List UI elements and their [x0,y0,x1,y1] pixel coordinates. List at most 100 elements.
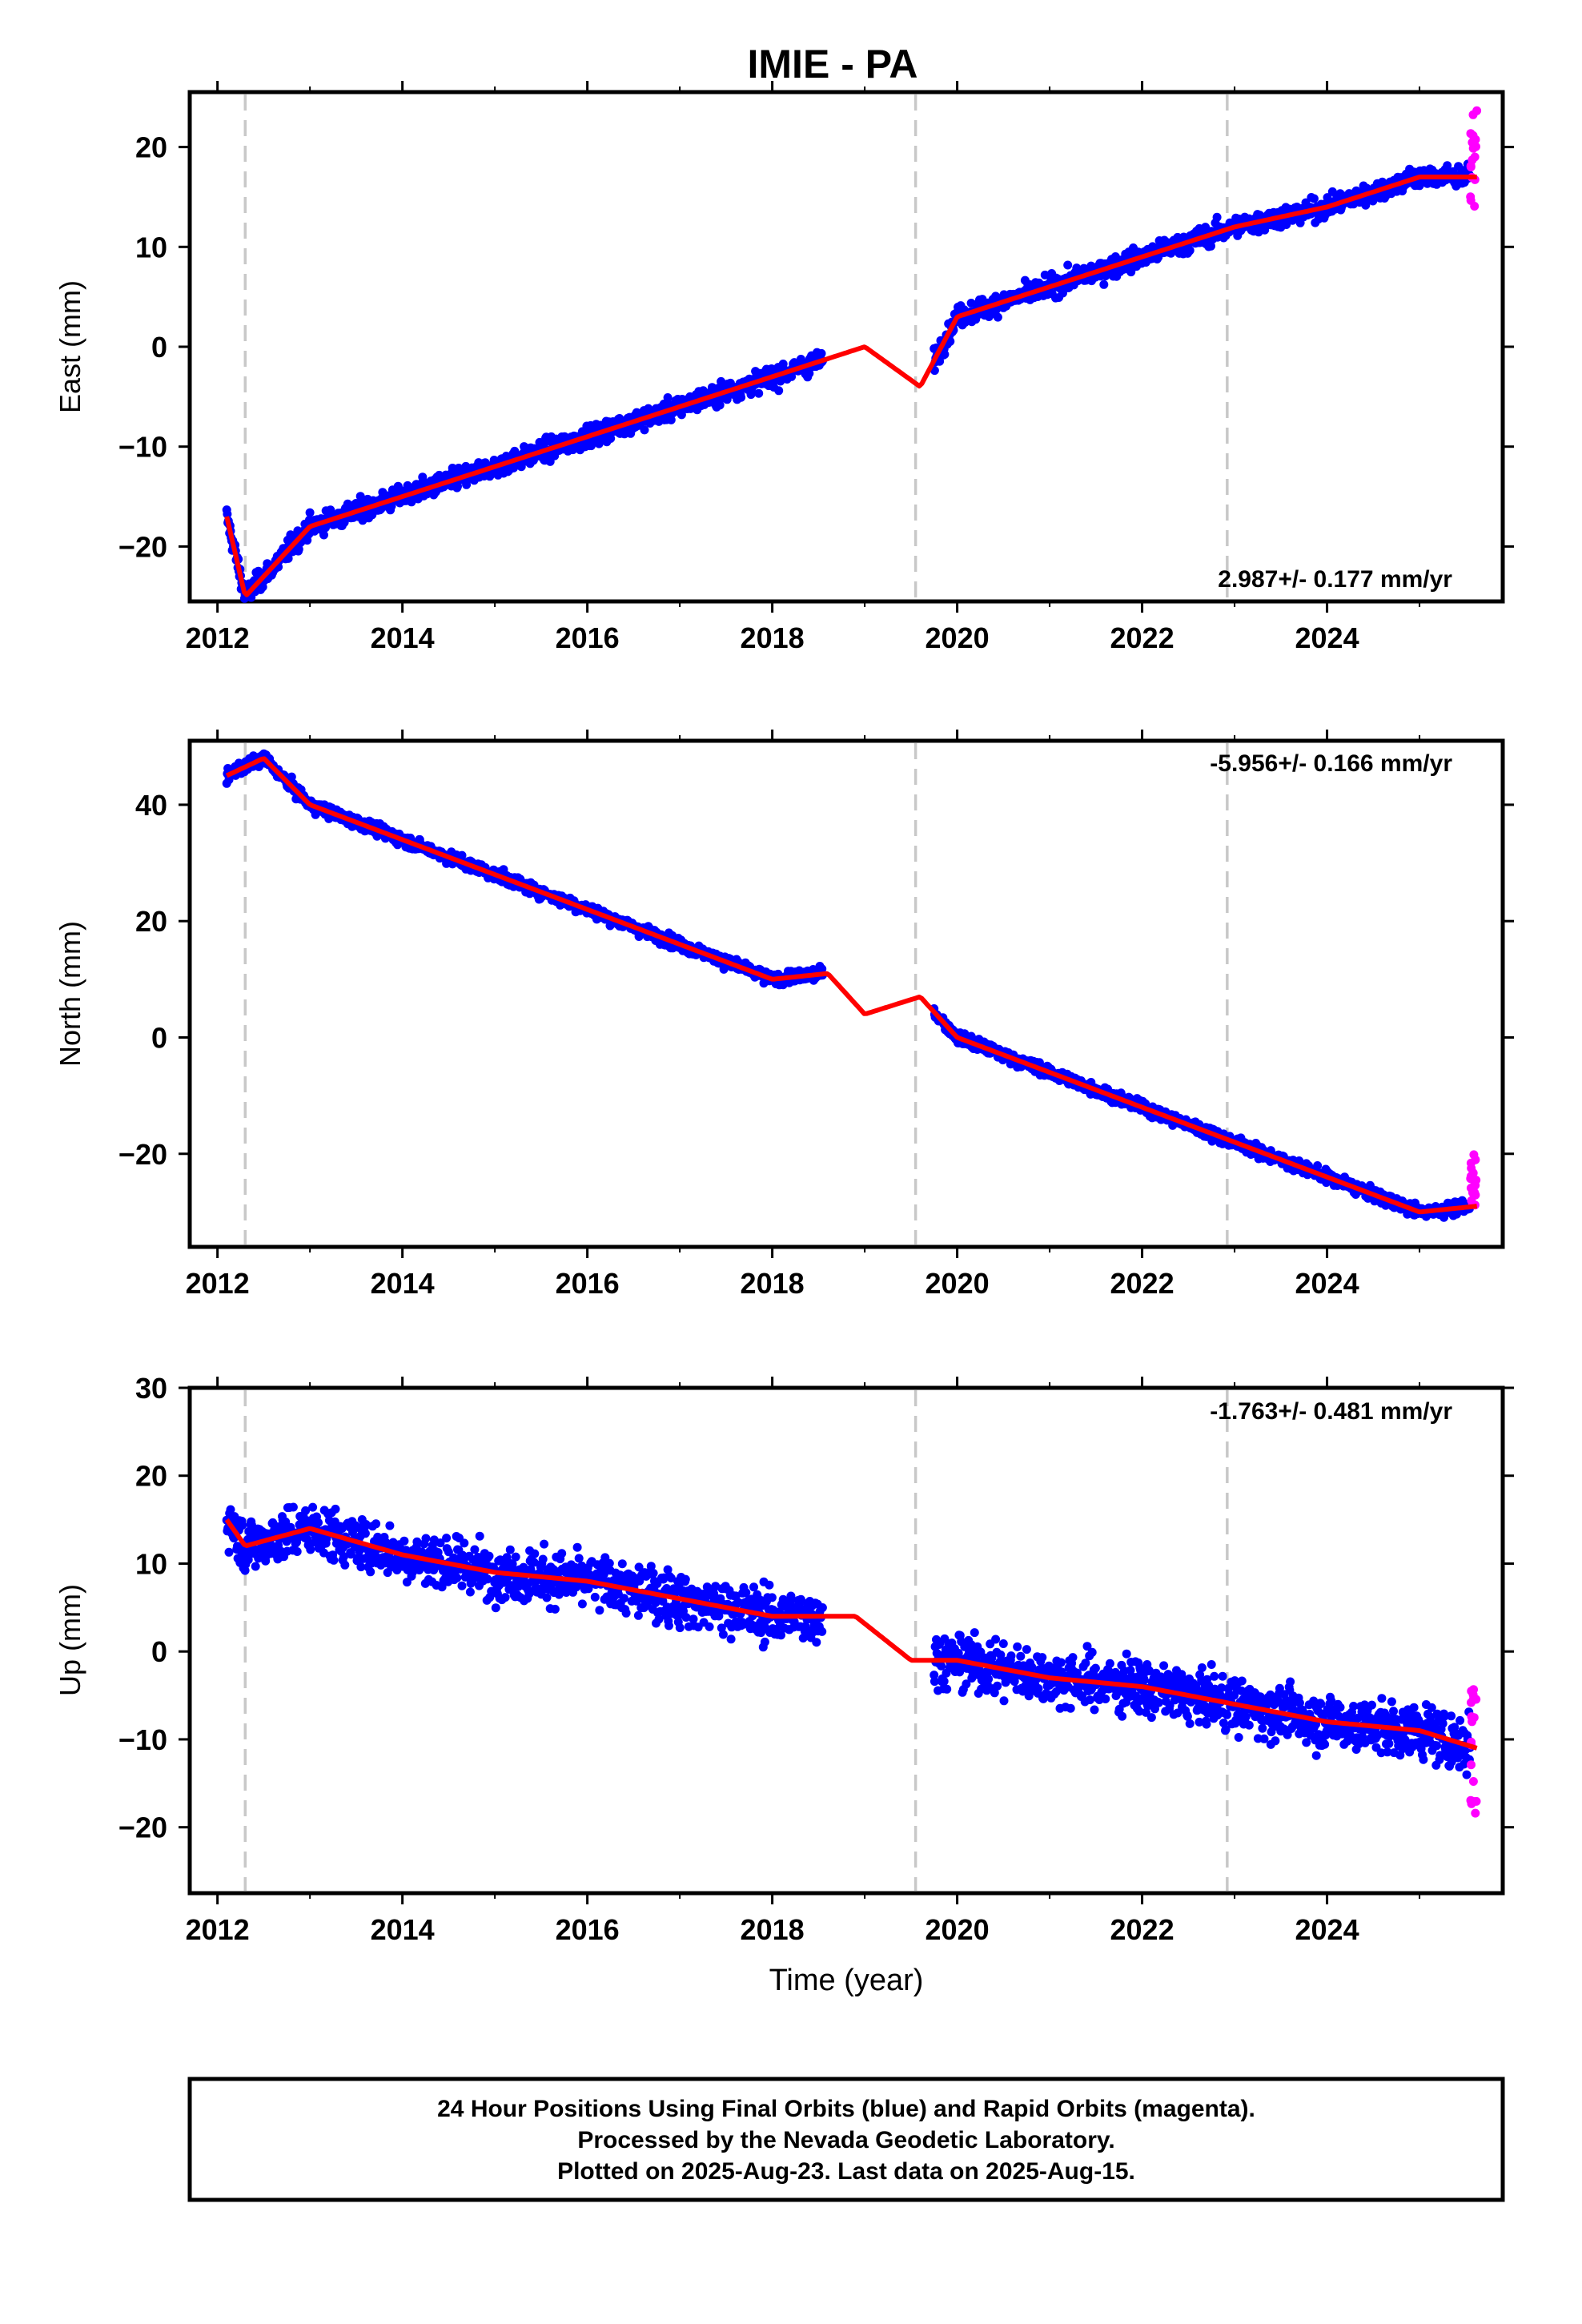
east-final-point [663,393,673,402]
up-final-point [500,1593,510,1602]
up-final-point [306,1545,315,1554]
east-event-lines [243,94,1229,599]
east-x-tick-label: 2018 [741,621,805,654]
north-x-tick-label: 2012 [186,1267,250,1300]
east-final-point [774,386,784,396]
up-final-point [360,1529,370,1538]
up-final-point [442,1534,452,1543]
east-x-tick-label: 2022 [1110,621,1174,654]
up-panel: 2012 2014 2016 2018 2020 2022 2024−20−10010203… [54,1372,1514,1946]
east-x-tick-label: 2014 [371,621,435,654]
east-final-point [1063,260,1073,270]
up-final-point [595,1606,604,1615]
north-x-tick-label: 2014 [371,1267,435,1300]
up-final-point [340,1560,350,1570]
north-x-tick-label: 2024 [1295,1267,1359,1300]
east-final-point [1282,220,1291,229]
north-x-tick-label: 2020 [926,1267,990,1300]
up-final-point [457,1581,467,1590]
north-model-fit [225,756,1478,1215]
up-final-point [465,1587,475,1597]
up-final-point [292,1547,302,1556]
up-event-lines [243,1390,1229,1891]
north-x-tick-label: 2022 [1110,1267,1174,1300]
up-final-point [452,1573,462,1582]
north-rapid-point [1468,1188,1477,1197]
north-y-tick-label: 0 [151,1021,167,1054]
up-final-point [238,1521,247,1530]
up-final-point [371,1519,381,1529]
up-final-point [251,1562,260,1571]
east-final-point [355,492,365,501]
up-final-point [366,1567,375,1577]
east-rapid-point [1468,155,1477,165]
up-final-point [538,1554,548,1564]
east-rapid-orbit-points [1466,106,1482,211]
east-final-point [305,508,315,517]
east-y-tick-label: 0 [151,331,167,364]
up-final-point [557,1549,567,1558]
east-final-point [1099,279,1109,289]
up-final-point [421,1534,431,1543]
east-final-point [817,348,826,358]
up-final-orbit-points [222,1502,1475,1779]
up-final-point [329,1555,339,1565]
chart-title: IMIE - PA [748,42,918,86]
east-final-point [1207,241,1215,251]
east-final-point [223,509,232,519]
east-x-tick-label: 2020 [926,621,990,654]
east-final-point [1212,212,1222,222]
up-final-point [308,1502,318,1512]
east-rapid-point [1472,142,1480,151]
east-y-tick-label: 20 [135,131,167,164]
east-rapid-point [1470,202,1480,211]
east-final-point [640,425,649,435]
north-y-tick-label: 20 [135,905,167,938]
up-final-point [550,1604,560,1614]
east-rate-label: 2.987+/- 0.177 mm/yr [1218,566,1452,593]
up-final-point [540,1539,549,1549]
east-plot-frame [187,90,1505,604]
up-final-point [400,1536,409,1546]
north-fit-line [225,756,1478,1215]
east-panel: 2012 2014 2016 2018 2020 2022 2024−20−1001020 … [54,81,1514,654]
up-final-point [619,1594,628,1603]
up-final-point [288,1502,298,1512]
north-x-tick-label: 2018 [741,1267,805,1300]
east-x-tick-label: 2016 [556,621,620,654]
up-final-point [542,1593,552,1602]
up-plot-frame [187,1385,1505,1896]
east-final-point [594,439,604,448]
north-event-lines [243,743,1229,1244]
east-y-tick-label: −10 [118,431,167,464]
up-final-point [577,1599,587,1609]
up-final-point [470,1545,480,1554]
north-x-tick-label: 2016 [556,1267,620,1300]
up-final-point [633,1610,643,1620]
east-final-point [940,350,950,359]
east-final-point [993,312,1002,322]
east-final-point [606,434,616,443]
east-final-point [1185,246,1195,255]
up-final-point [475,1531,484,1541]
east-final-point [754,388,764,398]
east-final-point [319,530,328,540]
up-final-point [314,1518,323,1527]
up-final-point [621,1608,631,1618]
up-final-point [574,1554,584,1563]
up-final-point [505,1545,515,1554]
east-rapid-point [1472,106,1482,115]
north-final-orbit-points [222,749,1475,1222]
east-final-point [1309,194,1319,203]
up-final-point [484,1551,494,1561]
east-y-tick-label: −20 [118,530,167,563]
east-x-tick-label: 2024 [1295,621,1359,654]
north-y-axis-label: North (mm) [54,921,86,1067]
up-final-point [617,1559,627,1569]
up-final-point [530,1549,540,1558]
east-final-point [418,472,428,482]
up-final-point [511,1552,520,1562]
east-fit-line [224,175,1477,597]
up-final-point [590,1592,600,1602]
